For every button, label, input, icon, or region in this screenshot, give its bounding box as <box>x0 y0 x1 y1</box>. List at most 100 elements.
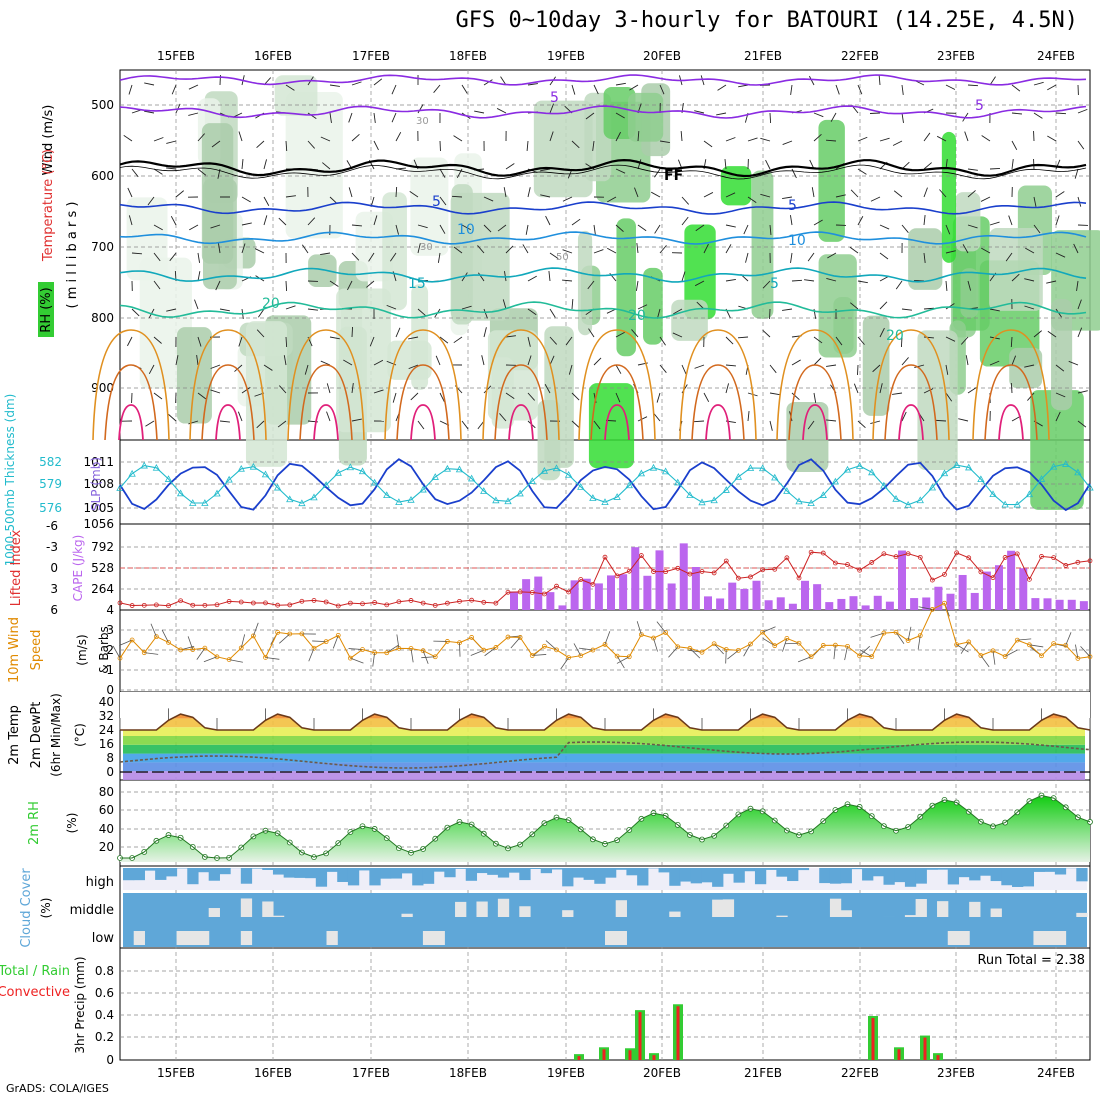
dewpoint-line <box>119 741 1091 769</box>
wind-barb <box>879 252 889 260</box>
wind-barb <box>527 308 537 316</box>
wind-barb <box>693 420 705 423</box>
cloud-high-bar <box>144 868 156 871</box>
cloud-low-gap <box>326 931 338 945</box>
cape-bar <box>801 580 809 610</box>
wind-barb <box>439 392 445 403</box>
wind-barb <box>238 336 243 347</box>
wind-barb <box>285 195 296 198</box>
wind-barb <box>1033 112 1043 119</box>
cape-bar <box>619 574 628 610</box>
wind-barb <box>769 112 772 124</box>
wind-barb <box>128 84 133 95</box>
thickness-line <box>119 463 1091 506</box>
wind-barb-10m <box>187 636 194 650</box>
wind-barb <box>879 275 890 282</box>
temp-contour-30 <box>299 364 353 441</box>
wind-barb <box>166 308 177 312</box>
wind-barb-10m <box>229 659 243 663</box>
wind-barb <box>989 168 1001 170</box>
date-label-bottom: 15FEB <box>157 1066 195 1080</box>
li-marker <box>626 568 632 574</box>
precip-tick-label: 0.6 <box>95 986 114 1000</box>
date-label-top: 16FEB <box>254 49 292 63</box>
wind-barb <box>673 308 683 315</box>
minmax-axis-label: (6hr Min/Max) <box>49 693 63 777</box>
cape-bar <box>934 586 943 610</box>
cloud-high-bar <box>990 868 1002 882</box>
wind-barb-10m <box>112 645 121 659</box>
li-tick-label: 6 <box>50 603 58 617</box>
thickness-marker <box>528 477 536 484</box>
cape-bar <box>995 565 1003 610</box>
panel-frame-2 <box>119 523 1091 611</box>
cloud-high-bar <box>797 868 810 871</box>
wind-speed-marker <box>638 632 644 638</box>
rh-fill-patch <box>627 92 664 142</box>
wind-barb <box>893 190 903 198</box>
wind-barb <box>703 243 709 254</box>
wind10m-axis-label: 10m Wind <box>7 617 22 683</box>
wind-barb <box>417 243 421 254</box>
date-label-bottom: 24FEB <box>1037 1066 1075 1080</box>
wind-barb <box>461 84 468 94</box>
slp-line <box>119 458 1091 512</box>
cloud-high-bar <box>455 868 467 869</box>
wind-barb <box>694 110 705 114</box>
temp-band <box>123 762 1085 772</box>
contour-label: 20 <box>262 296 280 312</box>
precip-conv-bar <box>602 1049 606 1060</box>
thickness-tick-label: 582 <box>39 455 62 469</box>
wind-barb <box>453 135 463 142</box>
wind-barb <box>1046 280 1057 284</box>
temp-band <box>123 727 1085 736</box>
wind-speed-marker <box>772 643 778 649</box>
temp-axis-label: Temperature (°C) <box>41 149 56 262</box>
cape-bar <box>716 598 725 610</box>
wind-barb <box>549 103 554 114</box>
wind-barb <box>348 187 353 198</box>
thickness-marker <box>613 493 621 500</box>
cloud-high-bar <box>765 868 777 870</box>
rh2m-tick-label: 60 <box>99 803 114 817</box>
cloud-high-bar <box>283 868 295 878</box>
cloud-mid-gap <box>272 915 285 917</box>
wind-barb <box>857 420 866 429</box>
wind-barb <box>923 162 932 170</box>
cape-bar <box>1019 568 1028 610</box>
wind-barb <box>1055 191 1065 198</box>
cloud-high-bar <box>123 868 135 881</box>
cape-bar <box>558 605 567 610</box>
wind-barb <box>1010 382 1013 394</box>
cloud-low-gap <box>947 931 960 945</box>
wind-barb <box>901 308 912 311</box>
wind-speed-marker <box>748 641 753 647</box>
wind-barb <box>483 196 494 202</box>
date-label-top: 19FEB <box>547 49 585 63</box>
wind-barb <box>615 224 624 232</box>
wind-barb <box>215 280 221 291</box>
wind-barb <box>395 186 398 198</box>
wind-barb <box>263 364 273 371</box>
wind-barb <box>782 196 793 199</box>
cloud-low-gap <box>187 931 199 945</box>
wind-barb-10m <box>144 652 159 655</box>
thickness-marker <box>928 483 937 491</box>
wind-barb <box>892 140 903 146</box>
cloud-high-bar <box>626 868 638 876</box>
cloud-high-bar <box>583 868 595 880</box>
thickness-marker <box>625 481 633 489</box>
wind-barb <box>347 280 353 291</box>
wind-barb <box>263 215 268 226</box>
precip-conv-bar <box>628 1050 632 1060</box>
cloud-high-bar <box>594 868 606 884</box>
wind-barb <box>437 252 441 263</box>
wind-barb-10m <box>616 655 625 669</box>
run-total-label: Run Total = 2.38 <box>977 953 1085 968</box>
temp-band <box>123 736 1085 745</box>
wind-barb <box>1077 299 1082 310</box>
wind-barb <box>672 332 683 338</box>
wind-barb <box>813 219 823 226</box>
wind-barb <box>654 224 661 234</box>
wind-barb <box>615 168 626 174</box>
